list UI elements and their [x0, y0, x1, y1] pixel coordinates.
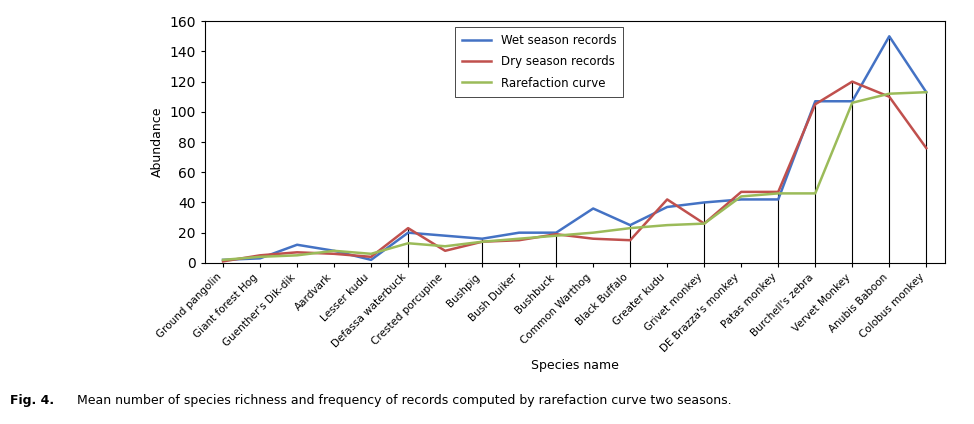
- Wet season records: [587, 206, 599, 211]
- Dry season records: [809, 102, 821, 107]
- Text: Fig. 4.: Fig. 4.: [10, 394, 54, 407]
- Rarefaction curve: [735, 194, 747, 199]
- Text: Mean number of species richness and frequency of records computed by rarefaction: Mean number of species richness and freq…: [73, 394, 731, 407]
- Dry season records: [365, 254, 377, 259]
- Wet season records: [624, 223, 636, 228]
- Rarefaction curve: [217, 257, 229, 262]
- Dry season records: [661, 197, 673, 202]
- Rarefaction curve: [624, 226, 636, 231]
- Dry season records: [846, 79, 858, 84]
- Wet season records: [291, 242, 303, 247]
- Y-axis label: Abundance: Abundance: [150, 107, 164, 177]
- Line: Dry season records: Dry season records: [223, 81, 926, 261]
- Dry season records: [772, 190, 784, 195]
- Rarefaction curve: [365, 251, 377, 257]
- Wet season records: [513, 230, 525, 235]
- Rarefaction curve: [846, 100, 858, 105]
- Rarefaction curve: [550, 233, 562, 238]
- Rarefaction curve: [439, 244, 451, 249]
- Rarefaction curve: [809, 191, 821, 196]
- Wet season records: [772, 197, 784, 202]
- Dry season records: [402, 226, 414, 231]
- Dry season records: [217, 259, 229, 264]
- Wet season records: [846, 99, 858, 104]
- Wet season records: [365, 257, 377, 262]
- Wet season records: [439, 233, 451, 238]
- Rarefaction curve: [920, 89, 932, 95]
- Wet season records: [328, 248, 340, 253]
- Wet season records: [698, 200, 710, 205]
- Line: Rarefaction curve: Rarefaction curve: [223, 92, 926, 260]
- Legend: Wet season records, Dry season records, Rarefaction curve: Wet season records, Dry season records, …: [455, 27, 623, 97]
- Wet season records: [920, 89, 932, 95]
- Rarefaction curve: [254, 254, 266, 259]
- Dry season records: [439, 248, 451, 253]
- Wet season records: [476, 236, 488, 241]
- Dry season records: [291, 250, 303, 255]
- Dry season records: [587, 236, 599, 241]
- Dry season records: [920, 145, 932, 151]
- Wet season records: [809, 99, 821, 104]
- Dry season records: [254, 253, 266, 258]
- Rarefaction curve: [587, 230, 599, 235]
- Wet season records: [883, 34, 895, 39]
- Rarefaction curve: [698, 221, 710, 226]
- Dry season records: [883, 94, 895, 99]
- Wet season records: [254, 256, 266, 261]
- Line: Wet season records: Wet season records: [223, 36, 926, 260]
- Rarefaction curve: [513, 236, 525, 241]
- Rarefaction curve: [883, 91, 895, 96]
- Dry season records: [698, 221, 710, 226]
- Rarefaction curve: [291, 253, 303, 258]
- X-axis label: Species name: Species name: [531, 360, 618, 373]
- Wet season records: [550, 230, 562, 235]
- Dry season records: [550, 232, 562, 237]
- Dry season records: [735, 190, 747, 195]
- Wet season records: [402, 230, 414, 235]
- Rarefaction curve: [772, 191, 784, 196]
- Dry season records: [328, 251, 340, 257]
- Dry season records: [513, 238, 525, 243]
- Dry season records: [624, 238, 636, 243]
- Wet season records: [661, 204, 673, 209]
- Rarefaction curve: [328, 248, 340, 253]
- Rarefaction curve: [661, 223, 673, 228]
- Wet season records: [735, 197, 747, 202]
- Rarefaction curve: [402, 241, 414, 246]
- Wet season records: [217, 257, 229, 262]
- Rarefaction curve: [476, 239, 488, 244]
- Dry season records: [476, 239, 488, 244]
